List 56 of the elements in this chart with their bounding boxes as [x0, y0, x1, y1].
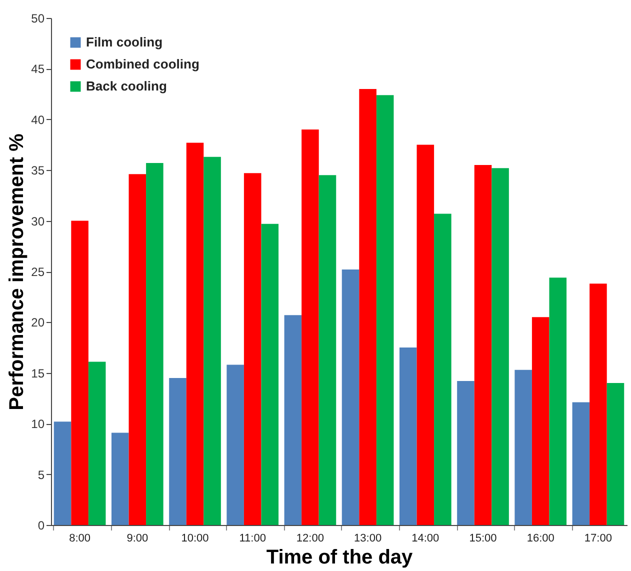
x-tick-label: 12:00 [296, 532, 324, 544]
x-tick-label: 10:00 [181, 532, 209, 544]
bar [376, 95, 394, 525]
bar [146, 163, 164, 525]
bar [606, 383, 624, 525]
y-tick-label: 40 [31, 112, 45, 127]
y-tick-label: 50 [31, 12, 45, 26]
bar [204, 156, 221, 525]
bar [572, 402, 590, 525]
bar [416, 144, 434, 525]
y-tick-label: 30 [31, 214, 45, 228]
y-tick-label: 45 [31, 62, 45, 76]
y-tick-label: 25 [31, 265, 45, 279]
y-tick-label: 0 [38, 518, 45, 532]
bar [71, 220, 88, 525]
bar [284, 315, 302, 525]
bar [111, 432, 129, 525]
bar [474, 165, 492, 525]
x-tick-label: 17:00 [584, 532, 612, 544]
y-tick-label: 5 [38, 468, 45, 482]
y-tick-label: 35 [31, 164, 45, 178]
y-tick-label: 10 [31, 417, 45, 432]
x-axis-title: Time of the day [266, 546, 414, 568]
bar [261, 224, 279, 525]
bar [226, 364, 244, 525]
bar [128, 174, 146, 525]
x-tick-label: 9:00 [126, 532, 148, 544]
x-tick-label: 15:00 [469, 532, 497, 544]
x-tick-label: 11:00 [239, 532, 266, 544]
bar [88, 362, 106, 525]
bar [169, 378, 186, 525]
x-tick-label: 14:00 [412, 532, 440, 544]
x-tick-label: 16:00 [526, 532, 554, 544]
legend-label: Film cooling [86, 34, 163, 50]
legend-label: Back cooling [86, 78, 167, 94]
bar [302, 130, 319, 525]
bar [549, 278, 567, 525]
x-tick-label: 8:00 [69, 532, 91, 544]
bar [318, 175, 336, 525]
y-tick-label: 15 [31, 366, 45, 380]
bar [342, 269, 360, 525]
legend-label: Combined cooling [86, 56, 200, 72]
bar [244, 173, 262, 525]
bar [457, 381, 474, 525]
bar [186, 142, 204, 525]
bar [434, 214, 452, 525]
bar [514, 370, 532, 525]
y-axis-title: Performance improvement % [6, 133, 28, 410]
bar [590, 284, 607, 525]
bar [399, 348, 417, 525]
bar [54, 422, 72, 525]
y-tick-label: 20 [31, 316, 45, 330]
bar [532, 317, 550, 525]
bar [359, 88, 376, 525]
bar [492, 168, 509, 525]
x-tick-label: 13:00 [354, 532, 382, 544]
